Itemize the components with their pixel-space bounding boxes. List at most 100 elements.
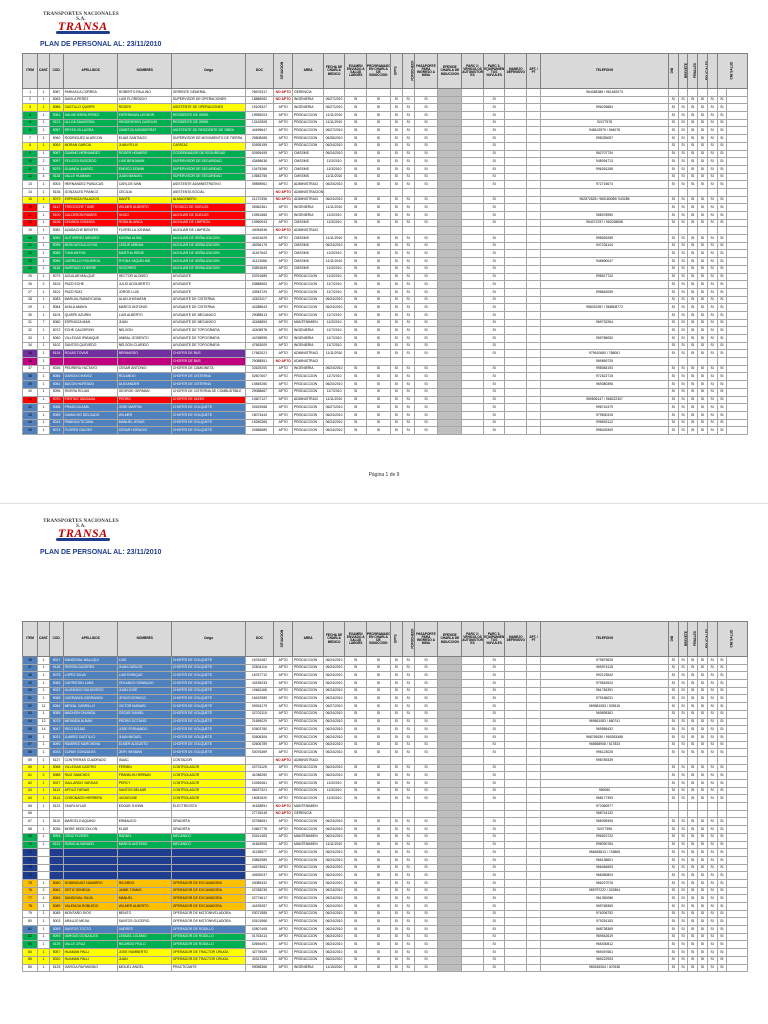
epps-cell: SI xyxy=(389,341,403,351)
document-cell: 10479266 xyxy=(244,164,274,174)
area-cell: CMSSMS xyxy=(292,164,324,174)
defensive-driving-cell xyxy=(504,410,528,420)
fotocheck-cell: SI xyxy=(401,249,415,259)
personnel-table-2: ITEM CANT. COD. APELLIDOS NOMBRES Cargo DOC SIT… xyxy=(21,621,749,973)
passport-cell: SI xyxy=(413,948,439,957)
phone-cell: 979816924 xyxy=(540,679,669,688)
vehicles-cell xyxy=(461,763,484,773)
area-cell: CMSSMS xyxy=(292,241,324,251)
induction-effective-cell xyxy=(437,164,463,174)
position-cell: CHOFER DE CISTERNA xyxy=(171,372,246,382)
table-row: 35 1 5134 ROJAS TOVAR BERNARDO CHOFER DE BUS 1… xyxy=(21,349,748,359)
quantity-cell: 2 xyxy=(37,280,51,289)
doc-check-cell: SI xyxy=(667,671,679,681)
apt-cell xyxy=(526,264,542,274)
item-number: 18 xyxy=(21,218,39,228)
surname-cell: MACHON CHUNGA xyxy=(63,709,119,719)
induction-effective-cell xyxy=(437,280,463,289)
epps-cell xyxy=(389,226,403,236)
name-cell: PERCY xyxy=(117,779,173,788)
extra-cell xyxy=(726,878,748,888)
induction-effective-cell xyxy=(437,134,463,143)
column-header: PARC 2: VEHICULOS AUTOMOTOR ES xyxy=(461,621,484,657)
status-cell: APTO xyxy=(272,172,294,182)
apt-cell xyxy=(526,349,542,359)
position-cell: OPERADOR DE EXCAVADORA xyxy=(171,894,246,903)
doc-check-cell: SI xyxy=(677,103,689,113)
doc-check-cell xyxy=(716,226,728,236)
doc-check-cell: SI xyxy=(697,932,708,942)
area-cell: CMSSMS xyxy=(292,257,324,266)
epps-cell: SI xyxy=(389,840,403,850)
position-cell: CHOFER DE VOLQUETE xyxy=(171,694,246,704)
vehicles-cell xyxy=(461,732,484,742)
code-cell: 5132 xyxy=(49,802,65,811)
extra-cell xyxy=(726,303,748,312)
status-cell: APTO xyxy=(272,203,294,212)
doc-check-cell: SI xyxy=(697,126,708,136)
induction-effective-cell xyxy=(437,702,463,711)
document-cell: 40630037 xyxy=(244,871,274,880)
position-cell: CHOFER DE VOLQUETE xyxy=(171,663,246,673)
doc-check-cell: SI xyxy=(716,426,728,435)
item-number: 79 xyxy=(21,909,39,919)
equipment-cell xyxy=(482,187,506,197)
area-cell: PRODUCCION xyxy=(292,134,324,143)
doc-check-cell: SI xyxy=(697,111,708,120)
quantity-cell: 1 xyxy=(37,287,51,297)
quantity-cell: 1 xyxy=(37,948,51,957)
induction-cell: SI xyxy=(366,779,391,788)
phone-cell: 958331957 / 968508772 xyxy=(540,303,669,312)
area-cell: PRODUCCION xyxy=(292,418,324,428)
defensive-driving-cell xyxy=(504,395,528,405)
document-cell: 40054946 xyxy=(244,226,274,236)
status-cell: APTO xyxy=(272,740,294,750)
defensive-driving-cell xyxy=(504,948,528,957)
column-header: PARC 3: EQUIPAMIEN TOS NOVULES xyxy=(482,53,506,89)
extra-cell xyxy=(726,902,748,911)
name-cell: JUAN CARLOS xyxy=(117,663,173,673)
apt-cell xyxy=(526,357,542,366)
doc-check-cell: SI xyxy=(716,732,728,742)
item-number: 64 xyxy=(21,794,39,804)
doc-check-cell xyxy=(716,187,728,197)
code-cell: 5085 xyxy=(49,249,65,259)
exam-sent-cell xyxy=(344,88,368,97)
table-row: 2 1 5063 DAVILA PEREZ LUIS FLORENCIO SUPERVIS… xyxy=(21,95,748,105)
doc-check-cell: SI xyxy=(667,180,679,189)
fotocheck-cell: SI xyxy=(401,863,415,873)
passport-cell: SI xyxy=(413,748,439,757)
code-cell: 5113 xyxy=(49,786,65,796)
doc-check-cell: SI xyxy=(706,909,718,919)
extra-cell xyxy=(726,272,748,282)
doc-check-cell: SI xyxy=(667,410,679,420)
epps-cell: SI xyxy=(389,203,403,212)
surname-cell: HUAMAN PALLI xyxy=(63,948,119,957)
table-row: 24 1 5116 HURTADO CHERRE SOCORRO AUXILIAR DE … xyxy=(21,264,748,274)
equipment-cell: SI xyxy=(482,932,506,942)
doc-check-cell: SI xyxy=(697,418,708,428)
doc-check-cell: SI xyxy=(697,264,708,274)
doc-check-cell: SI xyxy=(716,95,728,105)
induction-effective-cell xyxy=(437,894,463,903)
phone-cell: 968765830 / 969263488 xyxy=(540,732,669,742)
doc-check-cell: SI xyxy=(706,863,718,873)
phone-cell xyxy=(540,226,669,236)
induction-cell: SI xyxy=(366,126,391,136)
apt-cell xyxy=(526,732,542,742)
code-cell: 5093 xyxy=(49,832,65,842)
surname-cell: VILLEGAS CASTRO xyxy=(63,763,119,773)
doc-check-cell: SI xyxy=(667,779,679,788)
document-cell: 03891849 xyxy=(244,264,274,274)
table-row: 85 1 5020 HUAMAN PALLI JUAN OPERADOR DE TRACT… xyxy=(21,955,748,965)
table-row: 19 1 5082 AZABACHE BENITES FLORELLA JOHANA AU… xyxy=(21,226,748,236)
document-cell: 02702115 xyxy=(244,709,274,719)
doc-check-cell: SI xyxy=(697,771,708,780)
passport-cell: SI xyxy=(413,280,439,289)
epps-cell: SI xyxy=(389,817,403,827)
doc-check-cell: SI xyxy=(687,310,699,320)
position-cell: CHOFER DE BUS xyxy=(171,357,246,366)
date-cell: 06/24/2010 xyxy=(322,694,346,704)
equipment-cell: SI xyxy=(482,380,506,389)
quantity-cell: 1 xyxy=(37,303,51,312)
